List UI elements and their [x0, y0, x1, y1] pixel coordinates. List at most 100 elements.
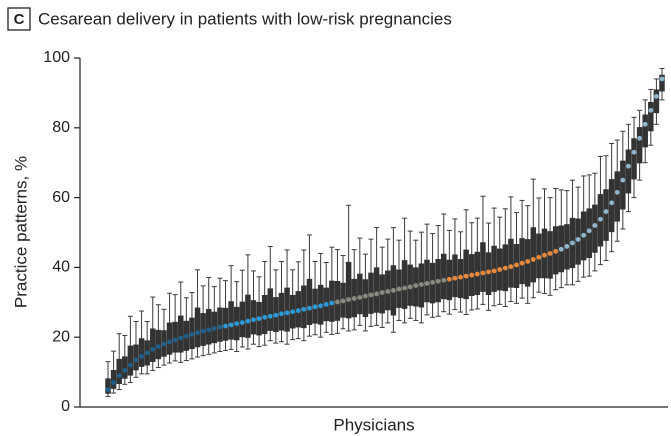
point	[155, 344, 161, 350]
point	[458, 274, 463, 280]
point	[172, 337, 178, 343]
point	[363, 293, 368, 299]
point	[620, 177, 626, 183]
point	[581, 232, 587, 238]
point	[474, 271, 480, 277]
point	[435, 278, 441, 284]
point	[245, 318, 251, 324]
y-tick-label: 100	[43, 49, 70, 66]
point	[637, 135, 643, 141]
point	[133, 357, 139, 363]
point	[486, 269, 491, 275]
point	[111, 380, 116, 385]
y-tick-label: 80	[52, 119, 70, 136]
y-tick-label: 60	[52, 189, 70, 206]
point	[385, 289, 391, 294]
point	[570, 240, 575, 246]
point	[530, 256, 536, 262]
point	[346, 297, 352, 302]
point	[418, 282, 424, 287]
point	[295, 308, 301, 314]
point	[206, 327, 212, 333]
point	[329, 300, 335, 306]
point	[542, 252, 547, 258]
y-axis-label: Practice patterns, %	[11, 156, 30, 308]
point	[256, 316, 262, 322]
point	[547, 251, 553, 256]
point	[189, 332, 195, 337]
point	[267, 313, 273, 319]
point	[480, 270, 486, 276]
point	[402, 285, 407, 291]
point	[514, 262, 519, 268]
point	[575, 237, 581, 242]
point	[642, 121, 648, 127]
point	[564, 244, 570, 249]
panel-box	[7, 7, 31, 31]
point	[497, 267, 503, 272]
point	[508, 264, 514, 270]
point	[183, 333, 189, 339]
point	[122, 367, 128, 373]
x-axis-label: Physicians	[333, 415, 414, 434]
point	[144, 350, 150, 356]
point	[586, 228, 592, 234]
point	[407, 284, 413, 290]
point	[340, 298, 346, 304]
point	[553, 248, 559, 254]
y-tick-label: 40	[52, 259, 70, 276]
point	[463, 273, 469, 279]
point	[368, 292, 374, 298]
point	[452, 275, 458, 281]
point	[178, 335, 184, 341]
point	[290, 309, 296, 315]
point	[424, 281, 430, 286]
point	[536, 254, 542, 260]
point	[234, 321, 240, 326]
point	[217, 324, 223, 330]
point	[441, 277, 447, 283]
point	[626, 163, 631, 169]
point	[318, 303, 324, 309]
point	[374, 291, 380, 297]
point	[200, 328, 206, 334]
point	[598, 216, 603, 222]
point	[150, 347, 156, 352]
point	[519, 260, 525, 266]
point	[262, 314, 268, 320]
point	[279, 311, 284, 317]
point	[273, 312, 279, 318]
y-tick-label: 0	[61, 398, 70, 415]
point	[446, 276, 452, 282]
point	[558, 246, 564, 252]
point	[211, 326, 217, 331]
point	[491, 268, 497, 274]
point	[323, 301, 329, 307]
point	[116, 373, 122, 378]
point	[312, 304, 318, 310]
panel-label: C	[14, 11, 25, 28]
point	[228, 322, 234, 328]
y-tick-label: 20	[52, 328, 70, 345]
point	[502, 265, 508, 271]
point	[167, 339, 172, 345]
point	[357, 295, 363, 300]
point	[631, 149, 637, 155]
point	[592, 223, 598, 228]
point	[161, 341, 167, 347]
point	[195, 330, 200, 336]
point	[525, 259, 531, 264]
point	[430, 280, 435, 285]
point	[390, 288, 396, 293]
point	[335, 299, 340, 305]
chart-title: Cesarean delivery in patients with low-r…	[38, 9, 452, 28]
point	[396, 286, 402, 292]
point	[301, 306, 307, 312]
point	[284, 310, 290, 316]
point	[413, 283, 419, 288]
point	[609, 200, 615, 206]
point	[105, 387, 111, 392]
point	[379, 290, 385, 295]
point	[659, 76, 665, 82]
